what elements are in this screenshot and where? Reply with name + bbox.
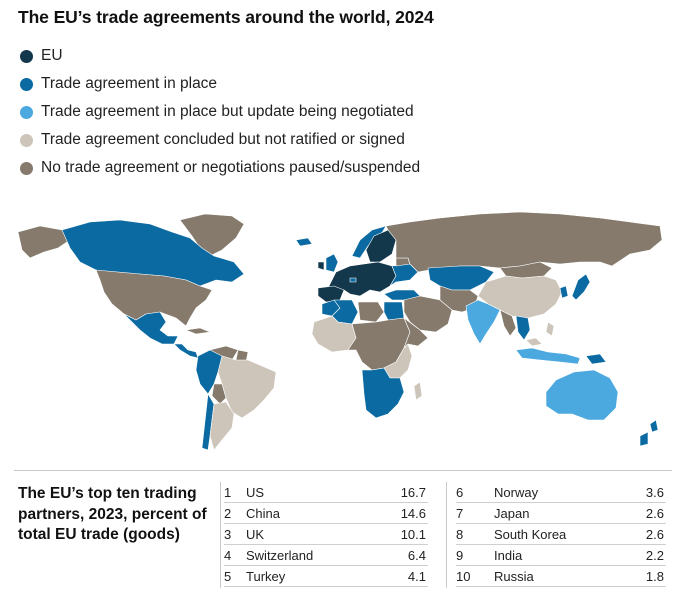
middle-east-region	[403, 295, 453, 333]
row-country: UK	[246, 527, 265, 542]
table-row: 5 Turkey 4.1	[224, 566, 428, 587]
korea-region	[559, 285, 569, 299]
table-row: 6 Norway 3.6	[456, 482, 666, 503]
cuba-region	[185, 327, 211, 335]
row-country: Switzerland	[246, 548, 314, 563]
row-rank: 6	[456, 485, 464, 500]
row-value: 6.4	[407, 548, 426, 563]
row-rank: 3	[224, 527, 232, 542]
row-value: 2.6	[645, 527, 664, 542]
usa-region	[95, 269, 213, 327]
horn-africa-region	[403, 317, 429, 349]
row-value: 1.8	[645, 569, 664, 584]
world-map	[17, 211, 663, 451]
egypt-region	[383, 301, 405, 321]
bolivia-region	[211, 383, 227, 405]
legend-item-in-place: Trade agreement in place	[20, 75, 217, 93]
indonesia-region	[515, 347, 581, 365]
png-region	[585, 353, 607, 365]
table-row: 9 India 2.2	[456, 545, 666, 566]
page-title: The EU’s trade agreements around the wor…	[18, 7, 434, 27]
row-rank: 5	[224, 569, 232, 584]
table-row: 8 South Korea 2.6	[456, 524, 666, 545]
row-value: 14.6	[400, 506, 426, 521]
legend-item-update-negotiated: Trade agreement in place but update bein…	[20, 103, 414, 121]
libya-region	[357, 301, 385, 323]
legend-label: Trade agreement concluded but not ratifi…	[41, 131, 405, 148]
madagascar-region	[413, 381, 423, 401]
legend-item-eu: EU	[20, 47, 63, 65]
legend-swatch-in-place	[20, 77, 33, 91]
southern-africa-region	[361, 367, 405, 419]
table-caption: The EU’s top ten trading partners, 2023,…	[18, 485, 207, 543]
table-row: 7 Japan 2.6	[456, 503, 666, 524]
table-row: 3 UK 10.1	[224, 524, 428, 545]
legend-item-none: No trade agreement or negotiations pause…	[20, 159, 420, 177]
malaysia-region	[525, 337, 543, 347]
row-country: China	[246, 506, 280, 521]
legend-swatch-none	[20, 161, 33, 175]
row-value: 2.6	[645, 506, 664, 521]
legend-label: Trade agreement in place but update bein…	[41, 103, 414, 120]
row-country: Norway	[494, 485, 539, 500]
table-row: 2 China 14.6	[224, 503, 428, 524]
legend-label: No trade agreement or negotiations pause…	[41, 159, 421, 176]
ireland-region	[317, 261, 325, 271]
table-row: 10 Russia 1.8	[456, 566, 666, 587]
southeast-asia-region	[499, 309, 517, 337]
row-rank: 4	[224, 548, 232, 563]
table-divider-middle	[446, 482, 447, 588]
table-row: 4 Switzerland 6.4	[224, 545, 428, 566]
row-country: Japan	[494, 506, 530, 521]
row-rank: 7	[456, 506, 464, 521]
row-country: Russia	[494, 569, 534, 584]
greenland-region	[179, 213, 245, 257]
nordic-eu-region	[365, 229, 397, 263]
row-country: India	[494, 548, 523, 563]
alaska-region	[17, 225, 71, 259]
russia-region	[385, 211, 663, 273]
row-rank: 2	[224, 506, 232, 521]
philippines-region	[545, 321, 555, 337]
venezuela-region	[209, 345, 239, 361]
table-row: 1 US 16.7	[224, 482, 428, 503]
table-top-divider	[14, 470, 672, 471]
row-value: 10.1	[400, 527, 426, 542]
row-rank: 8	[456, 527, 464, 542]
row-country: US	[246, 485, 265, 500]
australia-region	[545, 369, 619, 421]
row-value: 16.7	[400, 485, 426, 500]
row-country: South Korea	[494, 527, 567, 542]
row-value: 2.2	[645, 548, 664, 563]
table-divider-left	[220, 482, 221, 588]
row-value: 3.6	[645, 485, 664, 500]
row-rank: 1	[224, 485, 232, 500]
legend-label: EU	[41, 47, 63, 64]
argentina-region	[209, 401, 235, 451]
mexico-region	[123, 311, 179, 345]
central-asia-region	[427, 265, 495, 291]
norway-region	[351, 225, 387, 259]
row-value: 4.1	[407, 569, 426, 584]
legend-swatch-eu	[20, 49, 33, 63]
legend-label: Trade agreement in place	[41, 75, 218, 92]
india-region	[465, 299, 501, 345]
central-america-region	[173, 343, 199, 359]
legend-item-concluded: Trade agreement concluded but not ratifi…	[20, 131, 405, 149]
new-zealand-region	[639, 419, 659, 447]
iceland-region	[295, 237, 313, 247]
indochina-region	[515, 315, 531, 341]
japan-region	[571, 273, 591, 301]
row-rank: 10	[456, 569, 471, 584]
uk-region	[325, 253, 339, 273]
legend-swatch-update-negotiated	[20, 105, 33, 119]
switzerland-region	[349, 277, 357, 283]
legend-swatch-concluded	[20, 133, 33, 147]
row-rank: 9	[456, 548, 464, 563]
iberia-region	[317, 285, 345, 303]
row-country: Turkey	[246, 569, 286, 584]
